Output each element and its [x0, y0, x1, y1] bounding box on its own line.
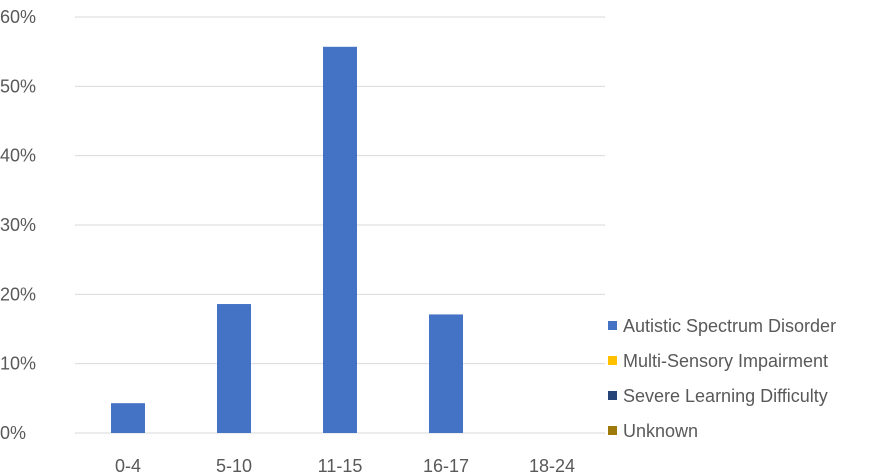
bar-11-15	[323, 46, 357, 434]
legend-swatch	[608, 356, 617, 365]
y-tick-label: 30%	[0, 215, 36, 235]
y-tick-label: 40%	[0, 146, 36, 166]
legend-label: Severe Learning Difficulty	[623, 386, 828, 406]
legend-swatch	[608, 391, 617, 400]
y-tick-label: 10%	[0, 354, 36, 374]
y-tick-label: 50%	[0, 76, 36, 96]
bar-16-17	[429, 314, 463, 433]
legend-swatch	[608, 321, 617, 330]
legend-label: Unknown	[623, 421, 698, 441]
x-tick-label: 5-10	[216, 456, 252, 476]
y-axis-tick-labels: 0% 10% 20% 30% 40% 50% 60%	[0, 7, 36, 443]
x-tick-label: 0-4	[115, 456, 141, 476]
x-tick-label: 11-15	[318, 456, 363, 476]
legend-label: Multi-Sensory Impairment	[623, 351, 828, 371]
x-tick-label: 16-17	[423, 456, 469, 476]
x-axis-tick-labels: 0-4 5-10 11-15 16-17 18-24	[115, 456, 575, 476]
y-tick-label: 20%	[0, 284, 36, 304]
legend-swatch	[608, 426, 617, 435]
bar-0-4	[111, 403, 145, 433]
y-tick-label: 60%	[0, 7, 36, 27]
legend-label: Autistic Spectrum Disorder	[623, 316, 836, 336]
bars	[111, 46, 463, 434]
bar-5-10	[217, 304, 251, 433]
legend: Autistic Spectrum Disorder Multi-Sensory …	[608, 316, 836, 441]
y-tick-label: 0%	[0, 423, 26, 443]
x-tick-label: 18-24	[529, 456, 575, 476]
